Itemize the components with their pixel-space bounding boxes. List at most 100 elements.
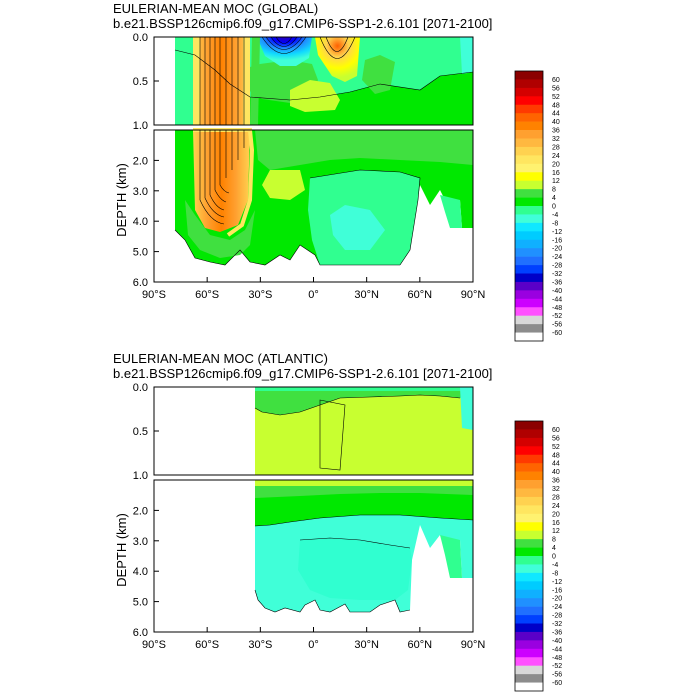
atlantic-x-tick-label: 30°S bbox=[248, 639, 272, 651]
colorbar-label: -12 bbox=[552, 229, 562, 236]
colorbar-swatch bbox=[515, 281, 543, 291]
colorbar-label: -56 bbox=[552, 322, 562, 329]
colorbar-label: -52 bbox=[552, 313, 562, 320]
colorbar-label: 36 bbox=[552, 128, 560, 135]
colorbar-swatch bbox=[515, 556, 543, 565]
global-panel: EULERIAN-MEAN MOC (GLOBAL) b.e21.BSSP126… bbox=[113, 1, 492, 301]
colorbar-swatch bbox=[515, 265, 543, 274]
colorbar-label: 44 bbox=[552, 111, 560, 118]
colorbar-label: -8 bbox=[552, 570, 558, 577]
colorbar-swatch bbox=[515, 598, 543, 607]
global-lower-field bbox=[174, 128, 473, 266]
colorbar-swatch bbox=[515, 564, 543, 574]
atlantic-lower-field bbox=[254, 480, 474, 613]
colorbar-swatch bbox=[515, 488, 543, 498]
global-x-tick-label: 30°S bbox=[248, 289, 272, 301]
colorbar-swatch bbox=[515, 332, 543, 342]
colorbar-swatch bbox=[515, 623, 543, 633]
colorbar-label: -4 bbox=[552, 212, 558, 219]
colorbar-label: -24 bbox=[552, 254, 562, 261]
colorbar-label: -20 bbox=[552, 246, 562, 253]
colorbar-label: 4 bbox=[552, 545, 556, 552]
colorbar-swatch bbox=[515, 539, 543, 548]
atlantic-axes: 90°S 60°S 30°S 0° 30°N 60°N 90°N 0.0 0.5 1.0 2.0 3.… bbox=[133, 382, 486, 651]
colorbar-swatch bbox=[515, 197, 543, 207]
global-subtitle: b.e21.BSSP126cmip6.f09_g17.CMIP6-SSP1-2.… bbox=[113, 16, 492, 31]
colorbar-label: -4 bbox=[552, 562, 558, 569]
colorbar-swatch bbox=[515, 471, 543, 481]
colorbar-label: 8 bbox=[552, 537, 556, 544]
colorbar-label: 44 bbox=[552, 461, 560, 468]
colorbar-label: 28 bbox=[552, 494, 560, 501]
colorbar-swatch bbox=[515, 606, 543, 616]
colorbar-swatch bbox=[515, 71, 543, 80]
colorbar-label: 56 bbox=[552, 435, 560, 442]
colorbar-label: -44 bbox=[552, 646, 562, 653]
colorbar-label: 52 bbox=[552, 444, 560, 451]
colorbar-swatch bbox=[515, 463, 543, 472]
colorbar-swatch bbox=[515, 113, 543, 122]
global-x-tick-label: 90°S bbox=[142, 289, 166, 301]
colorbar-label: 20 bbox=[552, 511, 560, 518]
colorbar-swatch bbox=[515, 547, 543, 557]
colorbar-swatch bbox=[515, 307, 543, 316]
colorbar-swatch bbox=[515, 104, 543, 114]
atlantic-title: EULERIAN-MEAN MOC (ATLANTIC) bbox=[113, 351, 328, 366]
colorbar-label: 60 bbox=[552, 77, 560, 84]
colorbar-swatch bbox=[515, 665, 543, 675]
global-y-tick-label: 0.5 bbox=[133, 76, 148, 88]
colorbar-label: 0 bbox=[552, 204, 556, 211]
colorbar-swatch bbox=[515, 222, 543, 232]
colorbar-label: 40 bbox=[552, 119, 560, 126]
atlantic-panel: EULERIAN-MEAN MOC (ATLANTIC) b.e21.BSSP1… bbox=[113, 351, 492, 651]
global-y-tick-label: 0.0 bbox=[133, 32, 148, 44]
atlantic-y-tick-label: 0.5 bbox=[133, 426, 148, 438]
colorbar-swatch bbox=[515, 657, 543, 666]
colorbar-label: 16 bbox=[552, 520, 560, 527]
colorbar-label: 56 bbox=[552, 85, 560, 92]
colorbar-swatch bbox=[515, 273, 543, 283]
global-upper-field bbox=[174, 36, 474, 125]
colorbar-label: -48 bbox=[552, 655, 562, 662]
global-x-tick-label: 30°N bbox=[354, 289, 379, 301]
colorbar-label: -28 bbox=[552, 613, 562, 620]
colorbar-label: 24 bbox=[552, 153, 560, 160]
global-y-tick-label: 2.0 bbox=[133, 155, 148, 167]
colorbar-label: 32 bbox=[552, 486, 560, 493]
colorbar-swatch bbox=[515, 146, 543, 156]
colorbar-swatch bbox=[515, 248, 543, 257]
colorbar-label: -40 bbox=[552, 638, 562, 645]
colorbar-swatch bbox=[515, 589, 543, 599]
atlantic-x-tick-label: 60°S bbox=[195, 639, 219, 651]
global-y-tick-label: 1.0 bbox=[133, 120, 148, 132]
colorbar-swatch bbox=[515, 437, 543, 447]
colorbar-swatch bbox=[515, 231, 543, 241]
colorbar-label: 48 bbox=[552, 102, 560, 109]
global-y-tick-label: 4.0 bbox=[133, 216, 148, 228]
colorbar-frame bbox=[514, 70, 544, 342]
colorbar-label: -24 bbox=[552, 604, 562, 611]
colorbar-swatch bbox=[515, 96, 543, 106]
colorbar-label: -16 bbox=[552, 587, 562, 594]
atlantic-x-tick-label: 60°N bbox=[408, 639, 433, 651]
colorbar-swatch bbox=[515, 446, 543, 456]
colorbar-swatch bbox=[515, 648, 543, 658]
colorbar-label: -60 bbox=[552, 680, 562, 687]
colorbar-swatch bbox=[515, 615, 543, 624]
colorbar-swatch bbox=[515, 206, 543, 215]
global-y-tick-label: 5.0 bbox=[133, 247, 148, 259]
colorbar-swatch bbox=[515, 454, 543, 464]
atlantic-y-tick-label: 4.0 bbox=[133, 566, 148, 578]
colorbar-label: -48 bbox=[552, 305, 562, 312]
atlantic-y-tick-label: 0.0 bbox=[133, 382, 148, 394]
colorbar-label: 24 bbox=[552, 503, 560, 510]
colorbar-swatch bbox=[515, 505, 543, 515]
colorbar-label: -60 bbox=[552, 330, 562, 337]
global-title: EULERIAN-MEAN MOC (GLOBAL) bbox=[113, 1, 318, 16]
atlantic-subtitle: b.e21.BSSP126cmip6.f09_g17.CMIP6-SSP1-2.… bbox=[113, 366, 492, 381]
colorbar-label: -36 bbox=[552, 279, 562, 286]
global-y-tick-label: 6.0 bbox=[133, 277, 148, 289]
atlantic-colorbar: 60565248444036322824201612840-4-8-12-16-… bbox=[514, 420, 562, 692]
colorbar-swatch bbox=[515, 572, 543, 582]
